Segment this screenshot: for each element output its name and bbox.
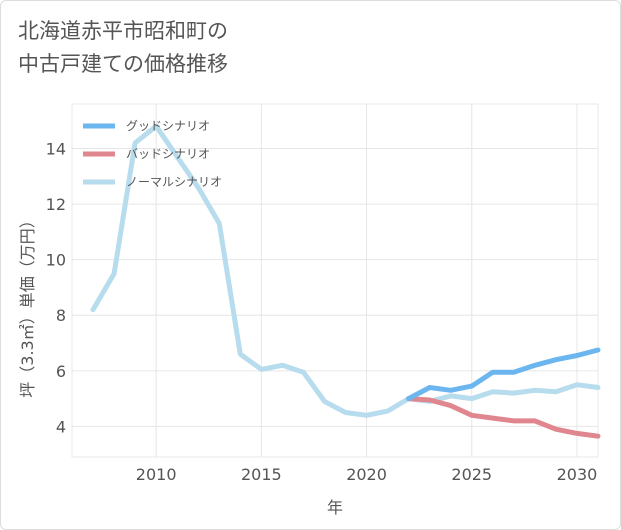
series-layer xyxy=(90,123,601,439)
y-tick-label: 4 xyxy=(56,417,66,436)
y-tick-label: 6 xyxy=(56,362,66,381)
y-tick-label: 14 xyxy=(46,139,66,158)
chart-title-line-2: 中古戸建ての価格推移 xyxy=(18,52,228,76)
x-tick-label: 2010 xyxy=(136,465,177,484)
chart-title-line-1: 北海道赤平市昭和町の xyxy=(18,19,228,43)
x-tick-labels: 2010 2015 2020 2025 2030 xyxy=(136,465,598,484)
series-line-0 xyxy=(406,347,601,402)
y-tick-label: 8 xyxy=(56,306,66,325)
legend-label-2: ノーマルシナリオ xyxy=(126,175,222,189)
series-line-1 xyxy=(406,396,601,439)
x-tick-label: 2030 xyxy=(557,465,598,484)
y-axis-label: 坪（3.3㎡）単価（万円） xyxy=(18,212,37,397)
legend-label-0: グッドシナリオ xyxy=(126,119,210,133)
x-axis-label: 年 xyxy=(327,498,343,517)
plot-area xyxy=(71,103,599,458)
y-tick-labels: 4 6 8 10 12 14 xyxy=(46,139,66,436)
chart-title: 北海道赤平市昭和町の 中古戸建ての価格推移 xyxy=(18,15,228,81)
x-tick-label: 2020 xyxy=(346,465,387,484)
grid-lines xyxy=(72,104,598,457)
series-line-2 xyxy=(90,123,601,418)
legend-label-1: バッドシナリオ xyxy=(126,147,210,161)
x-tick-label: 2015 xyxy=(241,465,282,484)
y-tick-label: 10 xyxy=(46,251,66,270)
y-tick-label: 12 xyxy=(46,195,66,214)
x-tick-label: 2025 xyxy=(451,465,492,484)
